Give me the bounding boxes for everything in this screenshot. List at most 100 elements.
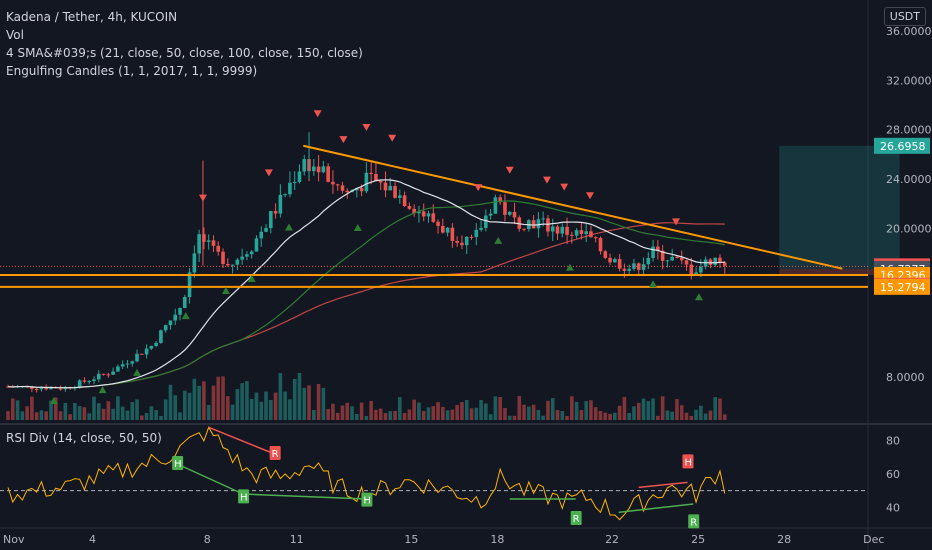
bearish-engulfing-marker — [362, 123, 371, 131]
volume-bar — [316, 384, 321, 420]
candle-body — [593, 237, 598, 239]
volume-bar — [703, 413, 708, 420]
volume-bar — [350, 406, 354, 420]
price-axis-label: 20.0000 — [886, 223, 932, 236]
volume-bar — [622, 396, 627, 420]
volume-bar — [82, 407, 87, 420]
sma-indicator-label[interactable]: 4 SMA&#039;s (21, close, 50, close, 100,… — [6, 46, 363, 60]
symbol-title[interactable]: Kadena / Tether, 4h, KUCOIN — [6, 10, 178, 24]
volume-bar — [603, 412, 608, 420]
volume-bar — [651, 398, 655, 420]
candle-body — [694, 272, 698, 275]
volume-bar — [574, 401, 579, 420]
volume-bar — [708, 410, 713, 420]
candle-body — [92, 379, 96, 382]
bullish-engulfing-marker — [181, 312, 190, 320]
candle-body — [130, 361, 135, 364]
volume-bar — [546, 400, 550, 420]
candle-body — [651, 246, 655, 259]
volume-bar — [264, 391, 268, 420]
candle-body — [58, 388, 63, 390]
candle-body — [297, 171, 302, 182]
candle-body — [144, 348, 149, 355]
candle-body — [713, 257, 717, 265]
divergence-badge — [172, 456, 184, 470]
candle-body — [570, 234, 574, 236]
candle-body — [159, 330, 163, 343]
bullish-engulfing-marker — [494, 236, 503, 244]
bullish-engulfing-marker — [565, 263, 574, 271]
divergence-badge-label: H — [240, 492, 248, 503]
candle-body — [560, 226, 565, 234]
time-axis-label: 8 — [204, 533, 211, 546]
candle-body — [722, 262, 727, 266]
volume-bar — [694, 409, 698, 420]
divergence-badge — [361, 492, 373, 507]
candle-body — [541, 218, 545, 220]
candle-body — [398, 195, 402, 198]
candle-body — [512, 211, 517, 218]
volume-bar — [503, 408, 507, 420]
candle-body — [636, 263, 641, 270]
volume-bar — [584, 401, 588, 420]
candle-body — [364, 172, 369, 192]
volume-bar — [417, 402, 421, 420]
volume-bar — [617, 405, 622, 420]
engulfing-indicator-label[interactable]: Engulfing Candles (1, 1, 2017, 1, 1, 999… — [6, 64, 258, 78]
volume-bar — [684, 412, 689, 420]
bearish-engulfing-marker — [339, 136, 348, 144]
volume-bar — [455, 405, 459, 420]
volume-bar — [656, 415, 660, 420]
time-axis-label: 22 — [605, 533, 619, 546]
volume-bar — [240, 383, 244, 420]
position-stop-zone — [779, 268, 900, 275]
volume-bar — [125, 410, 130, 420]
time-axis-label: 18 — [490, 533, 504, 546]
volume-indicator-label[interactable]: Vol — [6, 28, 24, 42]
volume-bar — [307, 385, 311, 420]
candle-body — [675, 256, 679, 258]
sma-50-line — [7, 200, 725, 389]
candle-body — [116, 366, 120, 372]
currency-button[interactable]: USDT — [883, 7, 926, 26]
candle-body — [283, 194, 287, 196]
candle-body — [670, 256, 674, 261]
volume-bar — [484, 403, 488, 420]
candle-body — [230, 264, 235, 266]
candle-body — [278, 194, 283, 214]
volume-bar — [474, 407, 479, 420]
volume-bar — [627, 413, 631, 420]
bullish-engulfing-marker — [133, 368, 142, 376]
price-axis-label: 28.0000 — [886, 124, 932, 137]
candle-body — [82, 380, 87, 382]
divergence-line — [176, 463, 244, 495]
candle-body — [331, 181, 335, 185]
bearish-engulfing-marker — [474, 184, 483, 192]
volume-bar — [211, 385, 216, 420]
volume-bar — [111, 408, 115, 420]
volume-bar — [292, 378, 297, 420]
volume-bar — [135, 399, 139, 420]
candle-body — [646, 258, 651, 265]
candle-body — [536, 219, 541, 229]
candle-body — [455, 241, 459, 243]
volume-bar — [15, 400, 20, 420]
candle-body — [517, 217, 522, 229]
candle-body — [441, 225, 445, 233]
volume-bar — [570, 396, 574, 420]
volume-bar — [283, 391, 287, 420]
volume-bar — [531, 404, 536, 420]
rsi-indicator-label[interactable]: RSI Div (14, close, 50, 50) — [6, 431, 162, 445]
volume-bar — [221, 376, 225, 420]
candle-body — [402, 195, 407, 207]
candle-body — [359, 187, 364, 192]
volume-bar — [713, 397, 717, 420]
volume-bar — [541, 415, 545, 420]
divergence-line — [208, 426, 275, 455]
divergence-badge-label: R — [690, 517, 697, 528]
candle-body — [665, 260, 670, 262]
volume-bar — [479, 400, 483, 420]
volume-bar — [469, 408, 474, 420]
time-axis-label: 28 — [777, 533, 791, 546]
